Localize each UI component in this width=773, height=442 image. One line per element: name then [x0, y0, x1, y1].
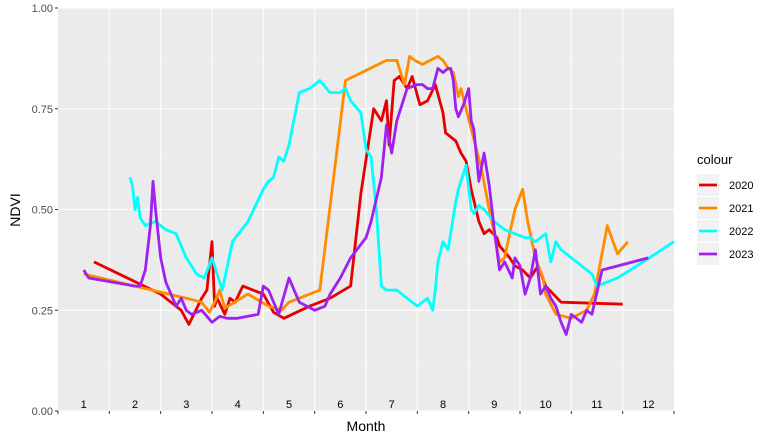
- legend-label-2021: 2021: [729, 203, 753, 215]
- month-label: 1: [81, 399, 87, 411]
- series-line-2022: [128, 79, 675, 312]
- month-label: 10: [540, 399, 552, 411]
- series-line-2020: [93, 75, 623, 326]
- y-tick-label: 0.00: [32, 406, 53, 418]
- legend-label-2020: 2020: [729, 180, 753, 192]
- month-labels: 1 2 3 4 5 6 7 8 9 10 11 12: [81, 399, 655, 411]
- legend-label-2022: 2022: [729, 226, 753, 238]
- month-label: 4: [235, 399, 241, 411]
- y-tick-label: 0.50: [32, 205, 53, 217]
- month-label: 7: [389, 399, 395, 411]
- legend-title: colour: [697, 152, 733, 167]
- y-tick-label: 0.25: [32, 305, 53, 317]
- month-label: 11: [591, 399, 602, 411]
- y-axis-title: NDVI: [7, 193, 23, 226]
- month-label: 3: [183, 399, 189, 411]
- series-lines: [82, 55, 675, 336]
- month-label: 8: [440, 399, 446, 411]
- y-tick-label: 0.75: [32, 104, 53, 116]
- month-label: 9: [491, 399, 497, 411]
- month-label: 12: [642, 399, 654, 411]
- legend: colour 2020 2021 2022 2023: [697, 152, 753, 265]
- y-axis: 0.00 0.25 0.50 0.75 1.00: [32, 3, 58, 418]
- series-line-2023: [82, 67, 649, 336]
- month-label: 6: [337, 399, 343, 411]
- month-label: 2: [132, 399, 138, 411]
- major-gridlines: [58, 7, 674, 412]
- x-axis-title: Month: [347, 418, 386, 434]
- y-tick-label: 1.00: [32, 3, 53, 15]
- legend-label-2023: 2023: [729, 249, 753, 261]
- x-axis: [57, 411, 675, 414]
- month-label: 5: [286, 399, 292, 411]
